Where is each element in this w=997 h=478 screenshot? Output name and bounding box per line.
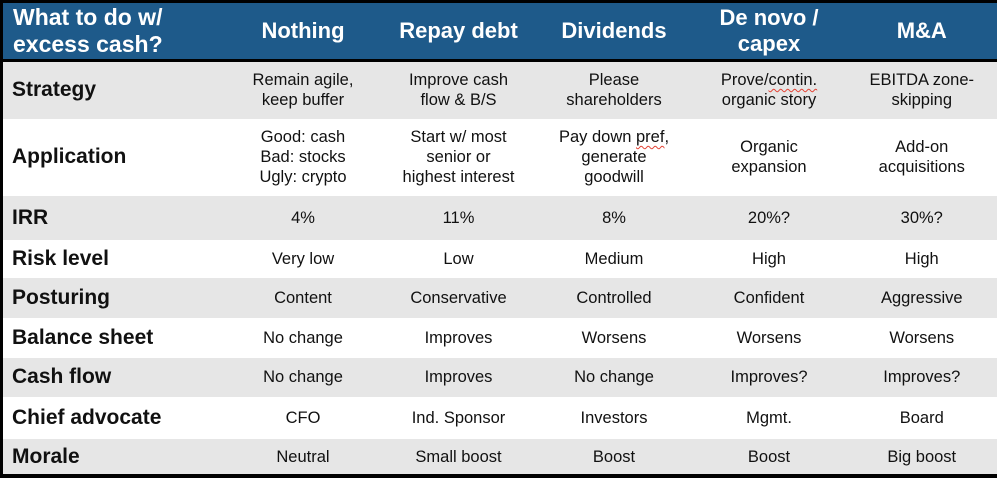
table-cell: Small boost (415, 447, 502, 466)
table-cell: 30%? (900, 208, 943, 227)
table-cell: 8% (602, 208, 626, 227)
table-row: Strategy Remain agile, keep buffer Improve… (1, 60, 997, 119)
table-row: IRR 4% 11% 8% 20%? 30%? (1, 195, 997, 240)
spellcheck-underline: pref (636, 128, 665, 147)
table-cell: Prove/contin. organic story (720, 71, 818, 110)
table-cell: No change (574, 368, 654, 387)
table-cell: Board (899, 408, 944, 427)
table-body: Strategy Remain agile, keep buffer Improve… (1, 60, 997, 476)
table-cell: No change (263, 328, 343, 347)
table-cell: Confident (733, 289, 805, 308)
table-cell: 20%? (747, 208, 791, 227)
table-cell: Big boost (887, 447, 957, 466)
table-cell: Very low (271, 250, 335, 268)
table-cell: Start w/ most senior or highest interest (402, 128, 515, 187)
table-cell: High (752, 250, 786, 268)
row-label: Application (12, 145, 127, 169)
column-header-de-novo-capex: De novo / capex (691, 1, 847, 62)
table-cell: Content (274, 289, 332, 308)
table-cell: CFO (285, 408, 321, 427)
table-cell: Boost (592, 447, 636, 466)
table-cell: Pay down pref, generate goodwill (558, 128, 670, 187)
table-cell: Mgmt. (746, 408, 792, 427)
table-row: Cash flow No change Improves No change Impro… (1, 357, 997, 397)
table-cell: 4% (291, 208, 315, 227)
table-cell: Neutral (276, 447, 330, 466)
row-label: Cash flow (12, 365, 112, 389)
row-label: Balance sheet (12, 325, 154, 349)
table-cell: Add-on acquisitions (878, 138, 965, 177)
table-cell: Worsens (889, 328, 955, 347)
table-cell: Aggressive (880, 289, 963, 308)
table-cell: Conservative (410, 289, 507, 308)
table-cell: Worsens (581, 328, 647, 347)
table-row: Posturing Content Conservative Controlled Co… (1, 278, 997, 319)
row-label: Morale (12, 444, 80, 468)
table-row: Risk level Very low Low Medium High High (1, 239, 997, 279)
table-cell: Boost (747, 447, 791, 466)
column-header-dividends: Dividends (536, 1, 692, 62)
table-row: Application Good: cash Bad: stocks Ugly: … (1, 118, 997, 196)
spellcheck-underline: contin. (768, 71, 818, 90)
row-label: Risk level (12, 247, 109, 271)
table-cell: Worsens (736, 328, 802, 347)
header-row: What to do w/ excess cash? Nothing Repay… (1, 1, 997, 62)
table-header: What to do w/ excess cash? Nothing Repay… (1, 1, 997, 62)
table-cell: Good: cash Bad: stocks Ugly: crypto (259, 128, 347, 187)
table-cell: Controlled (576, 289, 652, 308)
table-row: Morale Neutral Small boost Boost Boost Big bo… (1, 439, 997, 476)
table-cell: EBITDA zone- skipping (869, 71, 975, 110)
table-title: What to do w/ excess cash? (1, 1, 226, 62)
row-label: Posturing (12, 286, 110, 310)
table-cell: Low (443, 250, 474, 268)
table-row: Chief advocate CFO Ind. Sponsor Investors Mg… (1, 396, 997, 440)
table-cell: Investors (580, 408, 648, 427)
table-cell: Improves? (883, 368, 961, 387)
column-header-ma: M&A (846, 1, 997, 62)
table-cell: Please shareholders (566, 71, 662, 110)
table-cell: Improves (424, 328, 493, 347)
table-cell: No change (263, 368, 343, 387)
column-header-nothing: Nothing (225, 1, 381, 62)
row-label: IRR (12, 205, 49, 229)
table-cell: High (904, 250, 939, 268)
table-cell: 11% (442, 208, 475, 227)
table-cell: Ind. Sponsor (411, 408, 506, 427)
table-row: Balance sheet No change Improves Worsens Wor… (1, 318, 997, 358)
table-cell: Remain agile, keep buffer (252, 71, 354, 110)
table-cell: Medium (584, 250, 644, 268)
table-cell: Improves (424, 368, 493, 387)
table-cell: Improves? (730, 368, 808, 387)
row-label: Chief advocate (12, 405, 162, 429)
table-cell: Organic expansion (731, 138, 807, 177)
table-cell: Improve cash flow & B/S (408, 71, 509, 110)
column-header-repay-debt: Repay debt (380, 1, 537, 62)
row-label: Strategy (12, 78, 97, 102)
